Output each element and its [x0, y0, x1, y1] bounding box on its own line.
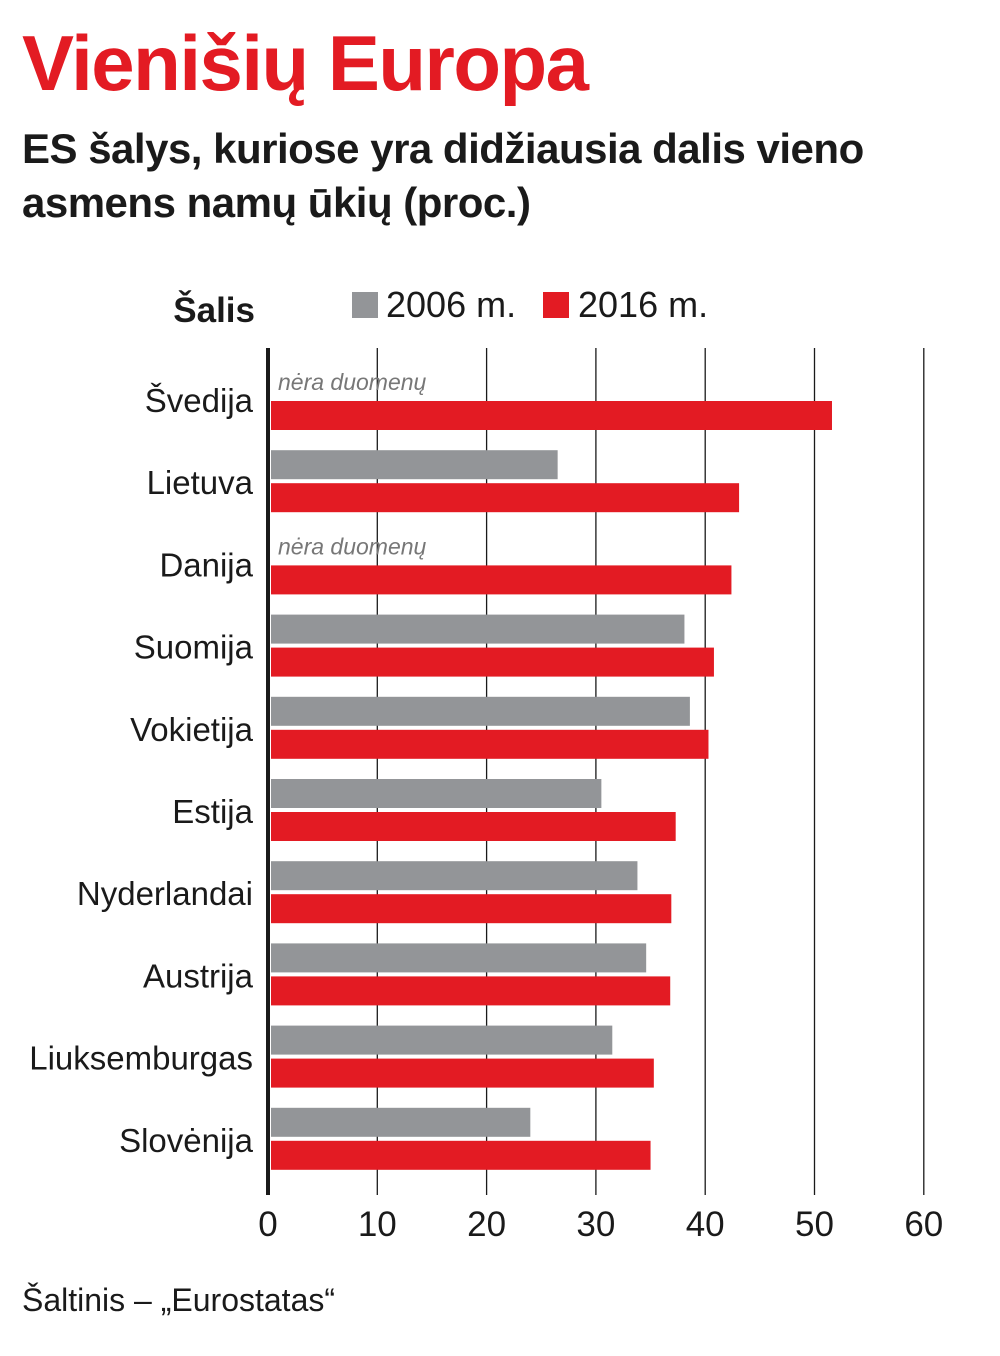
- bar-2016: [271, 1140, 651, 1170]
- bar-2016: [271, 894, 672, 924]
- bar-2006: [271, 696, 690, 726]
- category-header: Šalis: [173, 290, 255, 330]
- category-label: Lietuva: [147, 464, 254, 501]
- bar-2006: [271, 943, 647, 973]
- missing-data-label: nėra duomenų: [278, 533, 427, 559]
- x-tick-label: 60: [904, 1205, 943, 1244]
- category-label: Nyderlandai: [77, 875, 253, 912]
- legend-swatch-2016: [543, 292, 569, 318]
- x-tick-label: 20: [467, 1205, 506, 1244]
- x-tick-label: 30: [576, 1205, 615, 1244]
- category-label: Liuksemburgas: [29, 1040, 253, 1077]
- category-label: Austrija: [143, 957, 254, 994]
- x-tick-label: 0: [258, 1205, 277, 1244]
- legend-label-2006: 2006 m.: [386, 284, 516, 325]
- category-label: Švedija: [145, 382, 254, 419]
- bar-2016: [271, 401, 832, 430]
- bar-2006: [271, 861, 638, 891]
- legend-label-2016: 2016 m.: [578, 284, 708, 325]
- category-label: Suomija: [134, 629, 254, 666]
- chart-subtitle: ES šalys, kuriose yra didžiausia dalis v…: [22, 125, 864, 226]
- x-tick-label: 10: [358, 1205, 397, 1244]
- source-note: Šaltinis – „Eurostatas“: [22, 1282, 336, 1318]
- category-label: Estija: [172, 793, 253, 830]
- x-tick-label: 40: [686, 1205, 725, 1244]
- bar-2016: [271, 1058, 654, 1088]
- bar-2016: [271, 812, 676, 841]
- missing-data-label: nėra duomenų: [278, 369, 427, 395]
- bar-2016: [271, 647, 714, 677]
- chart-title: Vienišių Europa: [22, 19, 589, 107]
- bar-chart: Švedija nėra duomenų Lietuva Danija nėra duo…: [29, 284, 943, 1244]
- bar-2006: [271, 1107, 531, 1137]
- category-label: Slovėnija: [119, 1122, 254, 1159]
- legend-swatch-2006: [352, 292, 378, 318]
- bar-2006: [271, 1025, 613, 1055]
- bar-2016: [271, 729, 709, 759]
- bar-2016: [271, 565, 732, 595]
- bar-2016: [271, 483, 740, 513]
- category-label: Danija: [159, 546, 253, 583]
- bar-2006: [271, 450, 558, 480]
- bar-2006: [271, 614, 685, 644]
- category-label: Vokietija: [130, 711, 254, 748]
- bar-2016: [271, 976, 671, 1006]
- bar-2006: [271, 779, 602, 808]
- x-tick-label: 50: [795, 1205, 834, 1244]
